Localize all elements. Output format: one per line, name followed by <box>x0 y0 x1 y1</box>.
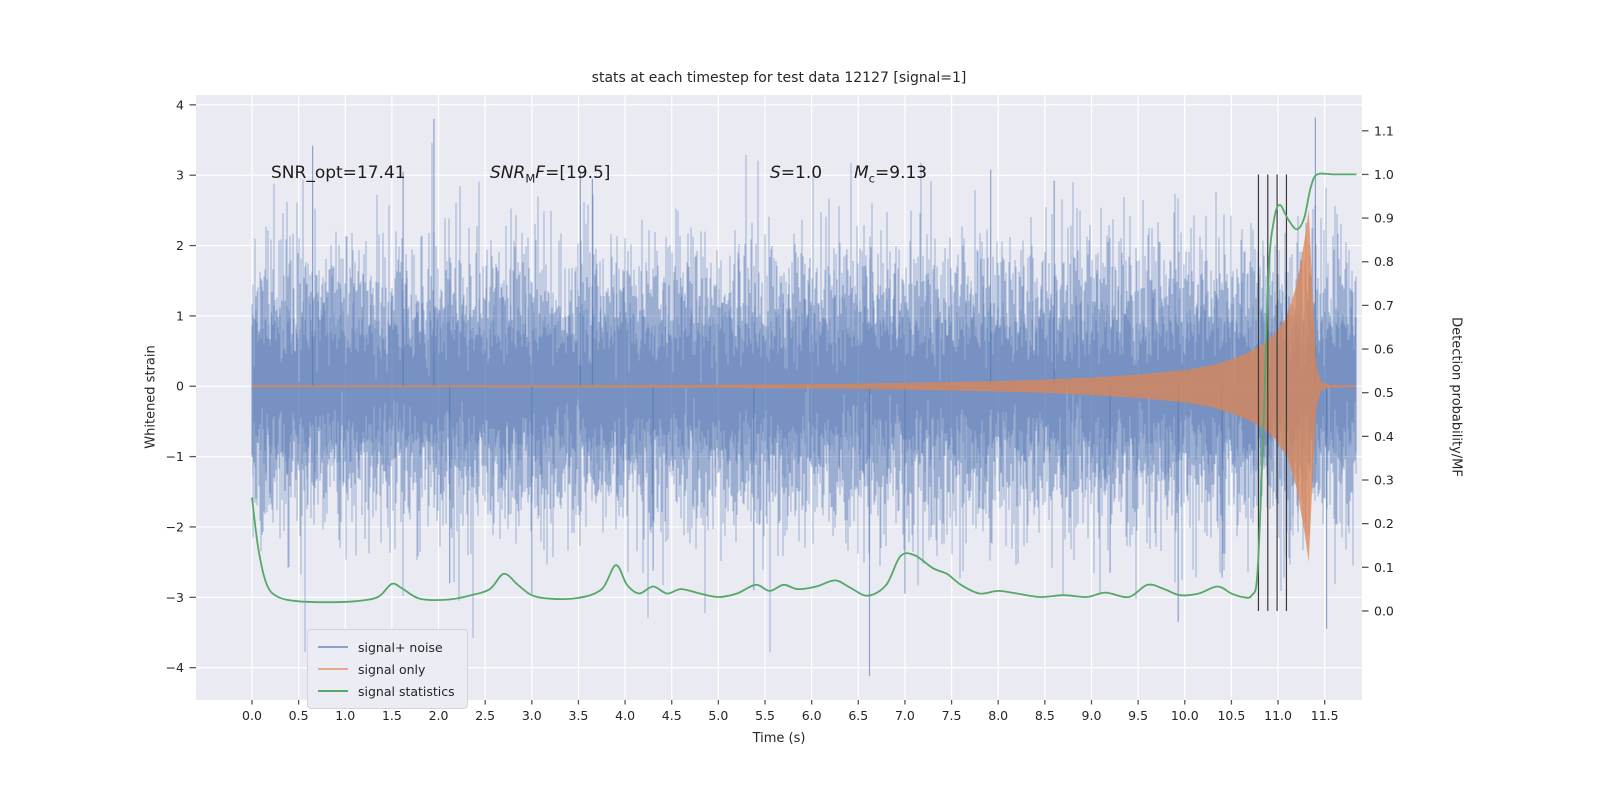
svg-text:0.0: 0.0 <box>1374 603 1394 618</box>
svg-text:4.5: 4.5 <box>662 708 682 723</box>
svg-text:0.5: 0.5 <box>289 708 309 723</box>
annotation-text: =1.0 <box>780 163 823 183</box>
svg-text:11.5: 11.5 <box>1311 708 1339 723</box>
annotation-text: =[19.5] <box>545 163 611 183</box>
svg-text:0.6: 0.6 <box>1374 342 1394 357</box>
svg-text:0: 0 <box>176 379 184 394</box>
svg-text:1.0: 1.0 <box>1374 167 1394 182</box>
legend-item-signal-only: signal only <box>318 658 455 680</box>
svg-text:4.0: 4.0 <box>615 708 635 723</box>
svg-text:11.0: 11.0 <box>1264 708 1292 723</box>
svg-text:−4: −4 <box>166 660 184 675</box>
svg-text:4: 4 <box>176 97 184 112</box>
svg-text:6.0: 6.0 <box>802 708 822 723</box>
legend-label: signal statistics <box>358 683 455 699</box>
legend-swatch-signal-noise <box>318 646 348 648</box>
svg-text:−3: −3 <box>166 590 184 605</box>
svg-text:8.0: 8.0 <box>988 708 1008 723</box>
annotation-text: F <box>535 163 546 183</box>
annotation-text: SNR <box>490 163 526 183</box>
svg-text:6.5: 6.5 <box>848 708 868 723</box>
series-signal-statistics <box>251 172 1357 604</box>
legend-swatch-signal-only <box>318 668 348 670</box>
svg-text:1.1: 1.1 <box>1374 123 1394 138</box>
svg-text:0.3: 0.3 <box>1374 473 1394 488</box>
svg-text:10.0: 10.0 <box>1171 708 1199 723</box>
svg-text:0.8: 0.8 <box>1374 254 1394 269</box>
svg-text:10.5: 10.5 <box>1217 708 1245 723</box>
svg-text:9.0: 9.0 <box>1082 708 1102 723</box>
legend: signal+ noise signal only signal statist… <box>307 629 468 709</box>
svg-text:0.7: 0.7 <box>1374 298 1394 313</box>
y-axis-label-left: Whitened strain <box>143 345 159 449</box>
annotation-text: SNR_opt=17.41 <box>271 163 406 183</box>
svg-text:0.0: 0.0 <box>242 708 262 723</box>
svg-text:3.5: 3.5 <box>569 708 589 723</box>
svg-text:−1: −1 <box>166 449 184 464</box>
legend-label: signal only <box>358 661 426 677</box>
svg-text:2: 2 <box>176 238 184 253</box>
svg-text:3: 3 <box>176 168 184 183</box>
annotation-mc: Mc=9.13 <box>854 163 927 185</box>
annotation-s: S=1.0 <box>770 163 822 183</box>
svg-text:0.4: 0.4 <box>1374 429 1394 444</box>
series-signal-only <box>252 210 1357 563</box>
svg-text:0.1: 0.1 <box>1374 560 1394 575</box>
svg-text:0.5: 0.5 <box>1374 385 1394 400</box>
legend-item-signal-noise: signal+ noise <box>318 636 455 658</box>
svg-text:8.5: 8.5 <box>1035 708 1055 723</box>
axis-ticks: 0.0 0.5 1.0 1.5 2.0 2.5 3.0 3.5 4.0 4.5 5.0 5.5 6.0 6… <box>166 97 1394 723</box>
chart-title: stats at each timestep for test data 121… <box>591 70 967 86</box>
svg-text:1: 1 <box>176 308 184 323</box>
svg-text:5.5: 5.5 <box>755 708 775 723</box>
y-axis-label-right: Detection probability/MF <box>1448 317 1464 477</box>
svg-text:2.0: 2.0 <box>429 708 449 723</box>
annotation-text: S <box>770 163 781 183</box>
svg-text:7.0: 7.0 <box>895 708 915 723</box>
legend-label: signal+ noise <box>358 639 443 655</box>
svg-text:−2: −2 <box>166 519 184 534</box>
svg-text:3.0: 3.0 <box>522 708 542 723</box>
annotation-text: =9.13 <box>875 163 928 183</box>
legend-swatch-signal-statistics <box>318 690 348 692</box>
svg-text:9.5: 9.5 <box>1128 708 1148 723</box>
svg-text:0.9: 0.9 <box>1374 211 1394 226</box>
annotation-text: M <box>854 163 869 183</box>
svg-text:1.5: 1.5 <box>382 708 402 723</box>
svg-text:7.5: 7.5 <box>942 708 962 723</box>
svg-text:0.2: 0.2 <box>1374 516 1394 531</box>
svg-text:1.0: 1.0 <box>335 708 355 723</box>
x-axis-label: Time (s) <box>752 731 806 746</box>
svg-text:5.0: 5.0 <box>708 708 728 723</box>
svg-text:2.5: 2.5 <box>475 708 495 723</box>
legend-item-signal-statistics: signal statistics <box>318 680 455 702</box>
annotation-snr-mf: SNRMF=[19.5] <box>490 163 610 185</box>
annotation-subscript: c <box>868 171 876 186</box>
annotation-subscript: M <box>525 171 536 186</box>
annotation-snr-opt: SNR_opt=17.41 <box>271 163 406 183</box>
